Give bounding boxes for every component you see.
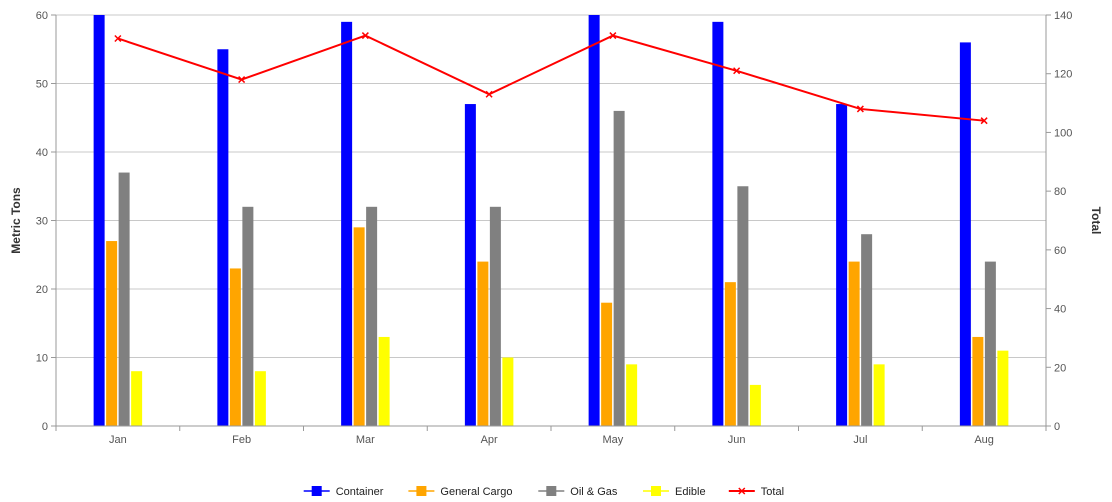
bar-edible-mar [378, 336, 390, 426]
bar-container-apr [464, 104, 476, 427]
total-point-jul [856, 105, 864, 113]
bar-container-jul [836, 104, 848, 427]
bar-edible-jul [873, 364, 885, 426]
x-tick-label: Jun [728, 434, 746, 446]
bar-container-jan [93, 15, 105, 426]
bar-series-group [93, 15, 1009, 427]
y2-tick-label: 0 [1054, 421, 1060, 433]
y2-tick-label: 140 [1054, 10, 1072, 22]
legend-swatch-general-cargo [416, 486, 427, 496]
total-point-jun [733, 67, 741, 75]
bar-general-cargo-apr [477, 261, 489, 426]
legend-label-general-cargo: General Cargo [440, 486, 512, 498]
legend: Container General Cargo Oil & Gas Edible Tot… [303, 486, 784, 498]
y2-tick-label: 40 [1054, 304, 1066, 316]
y2-tick-label: 20 [1054, 362, 1066, 374]
bar-container-feb [217, 49, 229, 426]
total-line-group [114, 32, 988, 125]
total-point-aug [980, 117, 988, 125]
y2-tick-label: 100 [1054, 127, 1072, 139]
gridlines [56, 14, 1046, 427]
legend-label-oil-gas: Oil & Gas [570, 486, 618, 498]
x-tick-label: May [602, 434, 623, 446]
bar-container-mar [341, 21, 353, 426]
total-point-jan [114, 34, 122, 43]
x-tick-label: Aug [974, 434, 994, 446]
x-tick-label: Feb [232, 434, 251, 446]
y2-tick-label: 80 [1054, 186, 1066, 198]
bar-general-cargo-aug [972, 336, 984, 426]
bar-container-jun [712, 21, 724, 426]
bar-general-cargo-jul [848, 261, 860, 426]
bar-oil-gas-may [613, 110, 625, 427]
bar-oil-gas-jun [737, 186, 749, 426]
bar-oil-gas-jul [861, 234, 873, 426]
legend-label-total: Total [761, 486, 784, 498]
legend-marker-total [738, 487, 746, 495]
bar-general-cargo-jan [106, 241, 118, 426]
bar-edible-apr [502, 357, 514, 426]
total-point-mar [361, 32, 369, 40]
bar-container-aug [959, 42, 971, 427]
y2-axis-title: Total [1089, 207, 1103, 235]
total-point-feb [238, 76, 246, 84]
y2-tick-label: 120 [1054, 69, 1072, 81]
total-point-may [609, 32, 617, 40]
total-point-apr [485, 90, 493, 98]
bar-general-cargo-jun [724, 282, 736, 426]
legend-label-container: Container [336, 486, 384, 498]
bar-general-cargo-feb [229, 268, 241, 426]
bar-container-may [588, 15, 600, 426]
series-line-total [117, 34, 985, 122]
bar-general-cargo-mar [353, 227, 365, 426]
bar-edible-jan [131, 371, 143, 426]
bar-general-cargo-may [601, 302, 613, 426]
y-tick-label: 40 [36, 147, 48, 159]
y2-tick-label: 60 [1054, 245, 1066, 257]
legend-label-edible: Edible [675, 486, 706, 498]
y-axis-title: Metric Tons [9, 187, 23, 254]
axes [51, 14, 1051, 431]
y-tick-label: 50 [36, 79, 48, 91]
legend-swatch-oil-gas [546, 486, 557, 496]
y-tick-label: 20 [36, 284, 48, 296]
bar-oil-gas-apr [489, 206, 501, 426]
y-tick-label: 30 [36, 216, 48, 228]
legend-swatch-container [311, 486, 322, 496]
bar-edible-feb [254, 371, 266, 426]
x-tick-label: Mar [356, 434, 375, 446]
x-tick-label: Apr [481, 434, 498, 446]
tick-labels: Jan Feb Mar Apr May Jun Jul Aug 0 10 20 30 40 50 60 0 20… [36, 10, 1073, 446]
bar-oil-gas-jan [118, 172, 130, 426]
x-tick-label: Jul [853, 434, 867, 446]
bar-edible-jun [749, 384, 761, 426]
y-tick-label: 60 [36, 10, 48, 22]
bar-oil-gas-aug [984, 261, 996, 426]
y-tick-label: 0 [42, 421, 48, 433]
y-tick-label: 10 [36, 353, 48, 365]
legend-swatch-edible [651, 486, 661, 496]
x-tick-label: Jan [109, 434, 127, 446]
bar-edible-may [626, 364, 638, 426]
bar-oil-gas-mar [366, 206, 378, 426]
bar-oil-gas-feb [242, 206, 254, 426]
bar-edible-aug [997, 350, 1009, 426]
